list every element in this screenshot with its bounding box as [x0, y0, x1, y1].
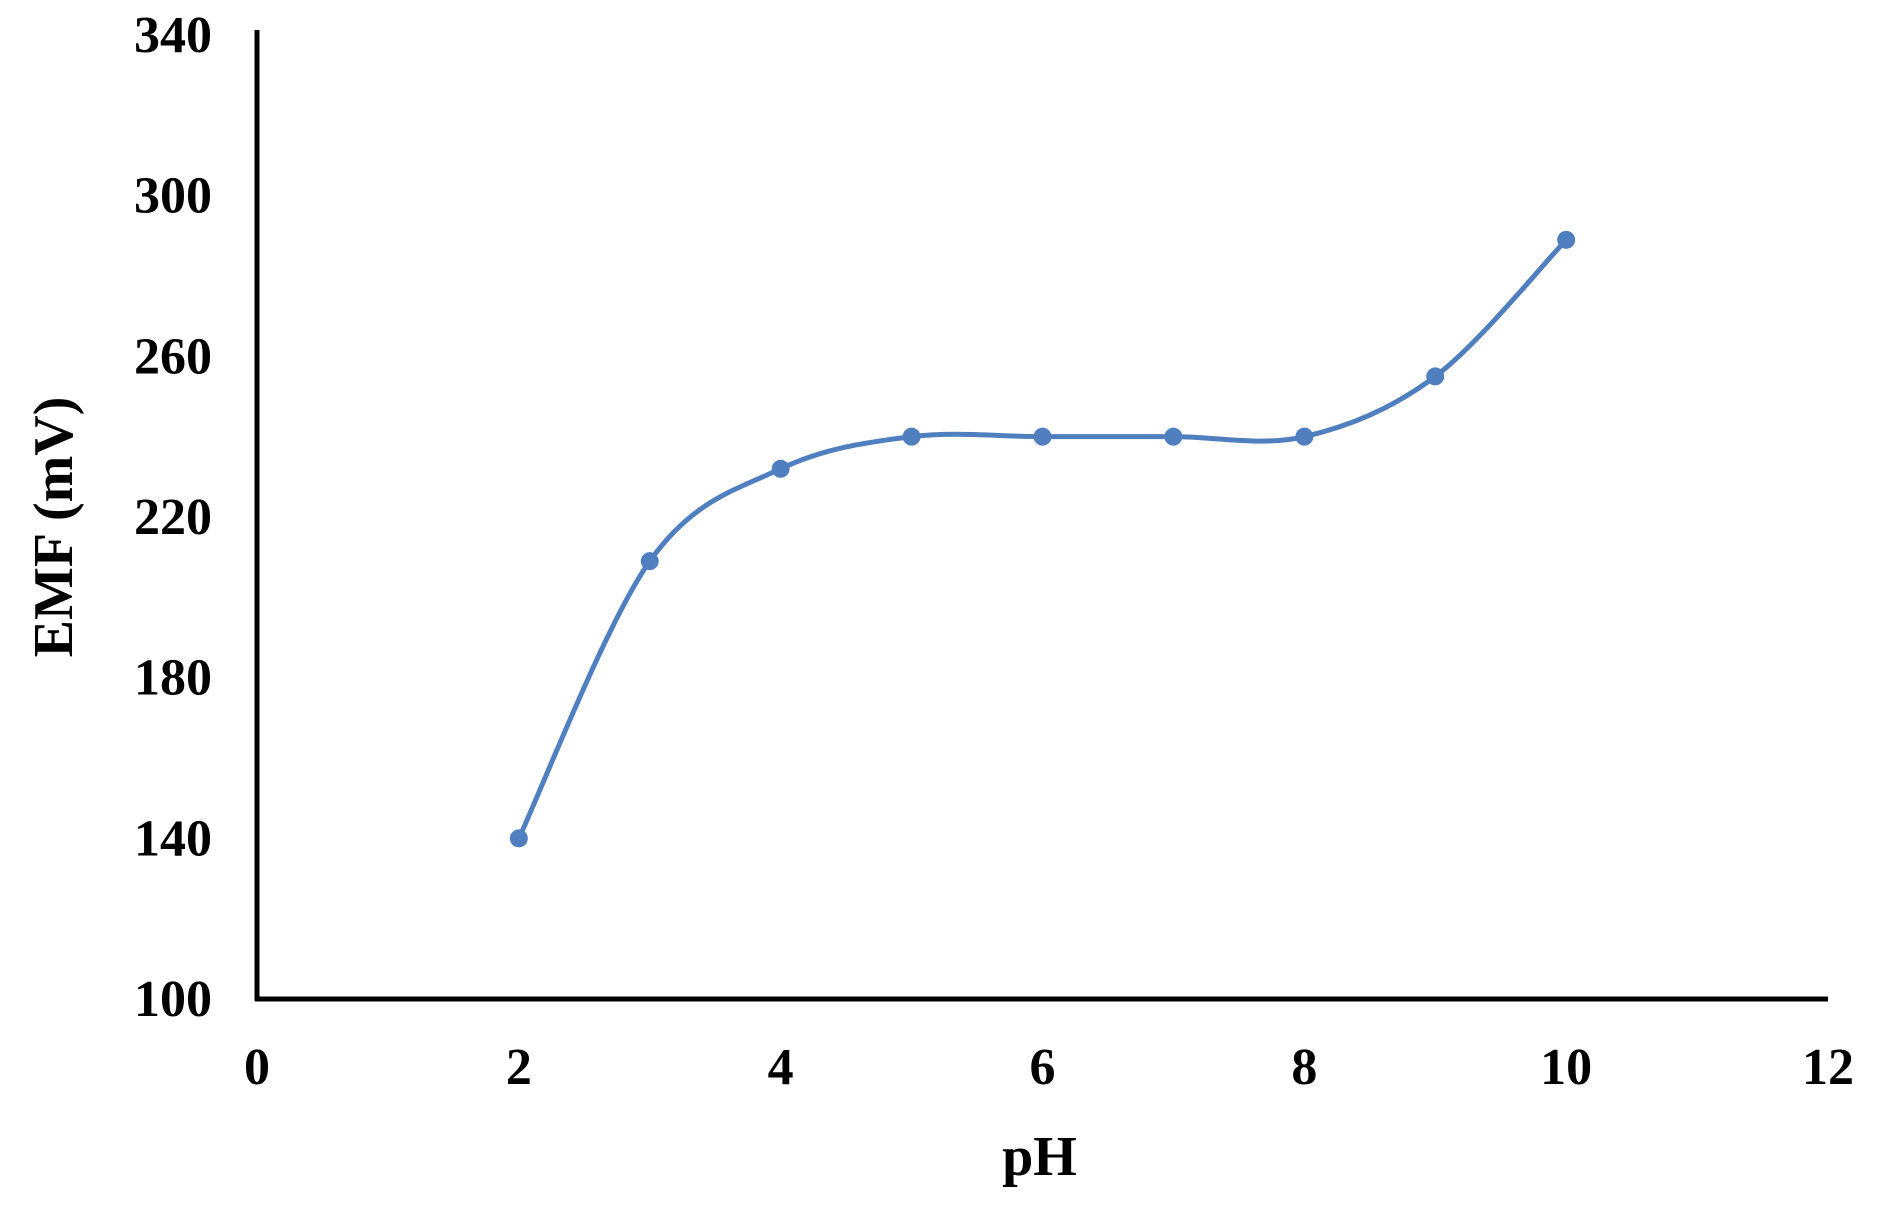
- x-tick-label: 8: [1291, 1039, 1317, 1096]
- y-tick-label: 260: [134, 328, 212, 385]
- series-line: [516, 237, 1569, 841]
- x-axis-ticks: 0 2 4 6 8 10 12: [244, 1039, 1854, 1096]
- x-tick-label: 4: [768, 1039, 794, 1096]
- data-point: [1426, 367, 1445, 386]
- x-tick-label: 2: [506, 1039, 532, 1096]
- y-tick-label: 140: [134, 810, 212, 867]
- data-point: [509, 829, 528, 848]
- data-point: [902, 427, 921, 446]
- data-point: [1033, 427, 1052, 446]
- y-tick-label: 340: [134, 7, 212, 64]
- y-tick-label: 300: [134, 168, 212, 225]
- data-point: [640, 552, 659, 571]
- data-point: [1295, 427, 1314, 446]
- data-point: [1164, 427, 1183, 446]
- y-axis-ticks: 100 140 180 220 260 300 340: [134, 7, 212, 1028]
- x-tick-label: 12: [1802, 1039, 1854, 1096]
- x-tick-label: 6: [1030, 1039, 1056, 1096]
- data-point: [771, 459, 790, 478]
- y-axis-title: EMF (mV): [23, 397, 85, 658]
- y-tick-label: 220: [134, 489, 212, 546]
- x-axis-title: pH: [1002, 1126, 1077, 1188]
- series-layer: [509, 230, 1576, 848]
- x-tick-label: 0: [244, 1039, 270, 1096]
- y-tick-label: 100: [134, 971, 212, 1028]
- y-tick-label: 180: [134, 650, 212, 707]
- data-point: [1557, 230, 1576, 249]
- x-tick-label: 10: [1540, 1039, 1592, 1096]
